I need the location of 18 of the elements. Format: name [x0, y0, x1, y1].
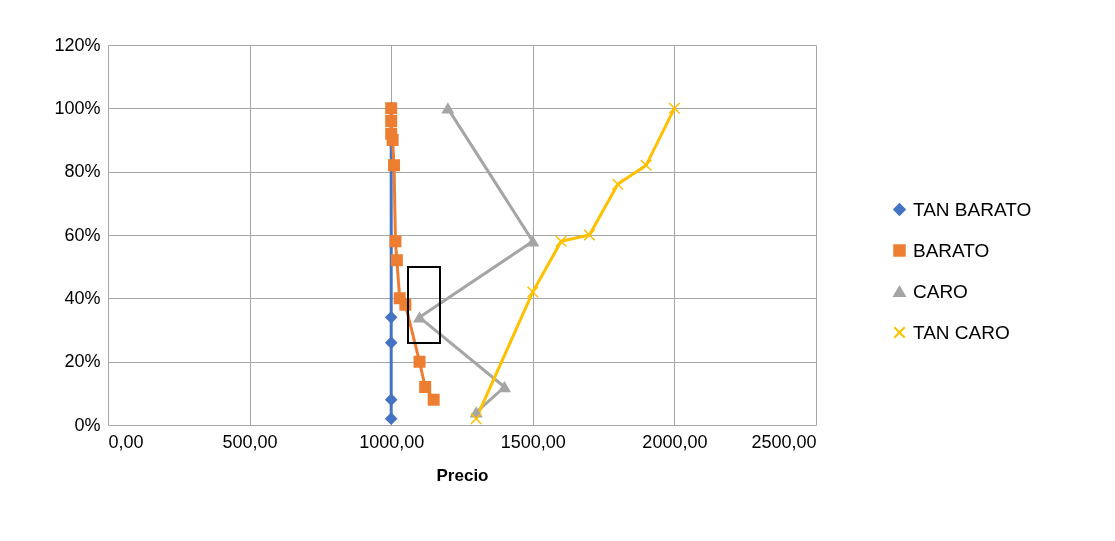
- y-tick-label: 20%: [64, 351, 101, 372]
- y-tick-label: 100%: [54, 97, 101, 118]
- x-tick-label: 0,00: [108, 431, 144, 452]
- y-tick-label: 60%: [64, 224, 101, 245]
- x-tick-label: 1500,00: [500, 431, 566, 452]
- x-tick-label: 2500,00: [751, 431, 817, 452]
- legend-label: BARATO: [913, 239, 990, 261]
- legend-label: CARO: [913, 280, 968, 302]
- y-tick-label: 80%: [64, 161, 101, 182]
- legend-label: TAN BARATO: [913, 198, 1032, 220]
- y-tick-label: 0%: [74, 414, 101, 435]
- x-tick-label: 500,00: [222, 431, 278, 452]
- legend-label: TAN CARO: [913, 321, 1010, 343]
- y-tick-label: 40%: [64, 287, 101, 308]
- x-tick-label: 1000,00: [359, 431, 425, 452]
- x-tick-label: 2000,00: [642, 431, 708, 452]
- y-tick-label: 120%: [54, 34, 101, 55]
- x-axis-title: Precio: [436, 465, 489, 485]
